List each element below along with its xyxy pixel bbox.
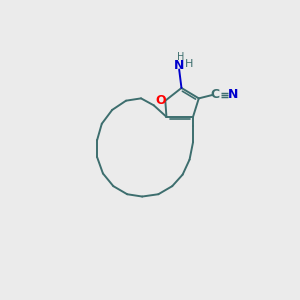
Text: O: O xyxy=(155,94,166,107)
Text: H: H xyxy=(177,52,184,61)
Text: C: C xyxy=(211,88,220,101)
Text: H: H xyxy=(185,59,194,69)
Text: N: N xyxy=(174,59,184,72)
Text: N: N xyxy=(228,88,238,101)
